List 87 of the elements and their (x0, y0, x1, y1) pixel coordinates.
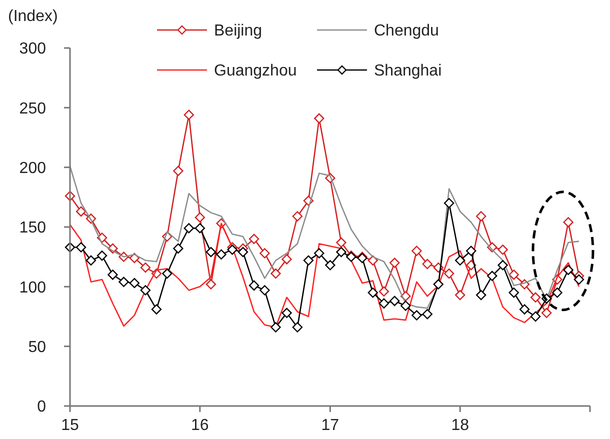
point (519, 304, 530, 314)
point (325, 260, 336, 270)
point (433, 279, 444, 290)
point (260, 285, 270, 296)
point (292, 211, 303, 222)
point (151, 304, 162, 314)
point (184, 223, 194, 234)
point (270, 322, 281, 332)
point (541, 308, 552, 318)
y-tick-label: 150 (19, 220, 46, 237)
point (530, 292, 541, 303)
point (129, 278, 140, 288)
point (282, 254, 292, 264)
y-tick-label: 100 (19, 279, 46, 296)
point (466, 246, 476, 256)
point (530, 311, 541, 322)
y-tick-label: 250 (19, 100, 46, 118)
point (194, 223, 206, 234)
point (508, 288, 519, 298)
point (194, 212, 206, 223)
point (140, 262, 151, 273)
point (260, 248, 270, 258)
point (206, 246, 216, 258)
x-tick-label: 17 (321, 417, 340, 434)
point (390, 258, 400, 268)
legend-label: Shanghai (374, 62, 442, 80)
point (292, 322, 303, 332)
point (454, 255, 466, 266)
point (454, 290, 466, 300)
x-tick-label: 16 (191, 417, 209, 434)
x-tick-label: 18 (451, 417, 470, 434)
point (552, 288, 562, 298)
point (173, 166, 184, 176)
point (248, 280, 260, 291)
point (76, 206, 86, 217)
y-tick-label: 0 (37, 398, 46, 416)
point (390, 296, 400, 306)
point (422, 258, 432, 270)
point (412, 310, 422, 320)
point (184, 110, 194, 120)
point (378, 298, 390, 308)
point (76, 242, 86, 252)
point (336, 246, 346, 258)
y-tick-label: 50 (28, 338, 46, 356)
point (368, 288, 378, 298)
point (227, 244, 238, 255)
point (140, 285, 151, 296)
point (108, 270, 118, 280)
point (368, 255, 378, 266)
point (216, 249, 226, 260)
point (476, 211, 486, 222)
point (563, 264, 574, 276)
point (270, 268, 281, 279)
point (400, 300, 411, 311)
point (563, 217, 574, 228)
legend-label: Chengdu (374, 22, 439, 40)
point (206, 279, 216, 290)
legend-label: Beijing (214, 22, 262, 40)
point (476, 290, 486, 300)
point (444, 198, 454, 208)
point (314, 248, 324, 258)
point (86, 255, 96, 266)
point (444, 268, 454, 279)
point (412, 246, 422, 256)
point (378, 286, 390, 297)
point (173, 243, 184, 254)
point (314, 113, 324, 124)
point (162, 268, 172, 279)
y-axis-title: (Index) (8, 8, 58, 25)
x-tick-label: 15 (61, 417, 79, 434)
y-tick-label: 200 (19, 160, 46, 177)
point (336, 237, 346, 248)
point (498, 260, 508, 270)
point (487, 270, 498, 282)
point (118, 276, 129, 287)
point (422, 309, 432, 320)
point (248, 234, 260, 244)
legend-label: Guangzhou (214, 62, 297, 80)
y-tick-label: 300 (19, 40, 46, 58)
point (303, 255, 314, 266)
point (508, 270, 519, 280)
point (238, 246, 248, 258)
point (498, 244, 508, 255)
point (574, 274, 584, 285)
point (96, 250, 108, 261)
point (282, 308, 292, 318)
point (466, 260, 476, 270)
